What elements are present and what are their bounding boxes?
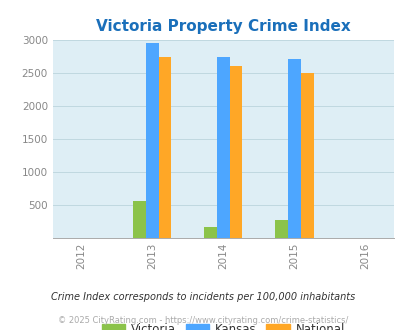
Bar xyxy=(145,43,158,238)
Bar xyxy=(229,66,242,238)
Bar xyxy=(275,220,287,238)
Title: Victoria Property Crime Index: Victoria Property Crime Index xyxy=(96,19,350,34)
Bar xyxy=(158,57,171,238)
Bar xyxy=(133,201,145,238)
Bar xyxy=(216,57,229,238)
Bar xyxy=(300,73,313,238)
Legend: Victoria, Kansas, National: Victoria, Kansas, National xyxy=(97,319,349,330)
Bar xyxy=(287,59,300,238)
Text: © 2025 CityRating.com - https://www.cityrating.com/crime-statistics/: © 2025 CityRating.com - https://www.city… xyxy=(58,315,347,325)
Text: Crime Index corresponds to incidents per 100,000 inhabitants: Crime Index corresponds to incidents per… xyxy=(51,292,354,302)
Bar xyxy=(204,227,216,238)
